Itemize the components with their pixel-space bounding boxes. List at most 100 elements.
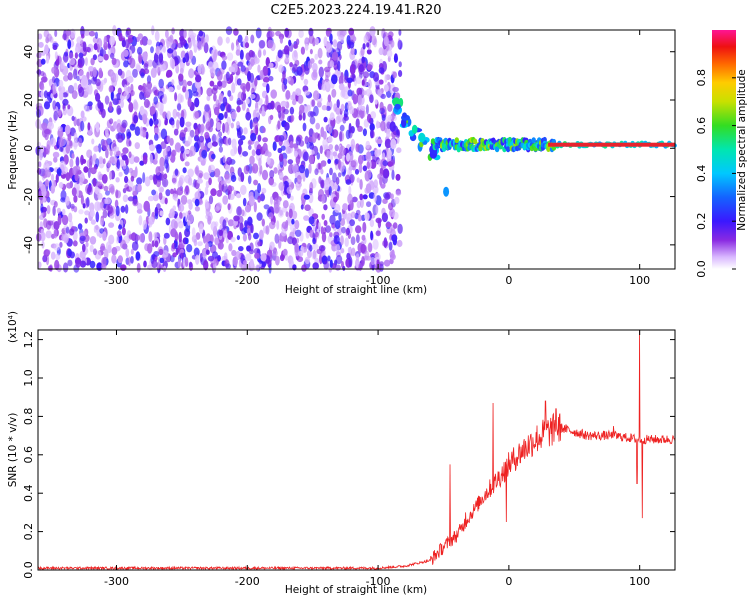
spectrogram-noise-cell bbox=[331, 129, 339, 138]
spectrogram-noise-cell bbox=[124, 204, 129, 214]
spectrogram-noise-cell bbox=[377, 89, 382, 97]
spectrogram-noise-cell bbox=[365, 140, 371, 150]
spectrogram-noise-cell bbox=[322, 131, 327, 140]
spectrogram-noise-cell bbox=[139, 91, 144, 100]
spectrogram-noise-cell bbox=[202, 248, 208, 260]
spectrogram-noise-cell bbox=[349, 63, 356, 75]
spectrogram-noise-cell bbox=[384, 138, 392, 149]
spectrogram-noise-cell bbox=[89, 236, 97, 245]
spectrogram-y-tick-label: -20 bbox=[22, 188, 35, 206]
spectrogram-noise-cell bbox=[134, 142, 140, 150]
spectrogram-noise-cell bbox=[253, 179, 259, 186]
spectrogram-noise-cell bbox=[125, 27, 132, 36]
spectrogram-noise-cell bbox=[179, 242, 185, 249]
spectrogram-noise-cell bbox=[226, 52, 234, 61]
spectrogram-noise-cell bbox=[299, 104, 305, 114]
spectrogram-noise-cell bbox=[105, 190, 110, 196]
spectrogram-noise-cell bbox=[231, 111, 237, 120]
spectrogram-noise-cell bbox=[186, 244, 193, 253]
spectrogram-noise-cell bbox=[169, 208, 175, 219]
spectrogram-noise-cell bbox=[93, 145, 99, 153]
spectrogram-noise-cell bbox=[188, 261, 193, 268]
spectrogram-noise-cell bbox=[204, 112, 210, 122]
spectrogram-noise-cell bbox=[165, 146, 171, 152]
spectrogram-noise-cell bbox=[275, 134, 281, 142]
spectrogram-noise-cell bbox=[122, 147, 129, 154]
spectrogram-noise-cell bbox=[154, 30, 160, 42]
spectrogram-noise-cell bbox=[153, 127, 160, 134]
spectrogram-noise-cell bbox=[217, 50, 222, 57]
spectrogram-noise-cell bbox=[212, 84, 219, 91]
spectrogram-noise-cell bbox=[143, 260, 147, 268]
spectrogram-noise-cell bbox=[81, 75, 88, 86]
spectrogram-noise-cell bbox=[194, 191, 201, 200]
spectrogram-noise-cell bbox=[355, 258, 360, 269]
spectrogram-noise-cell bbox=[240, 135, 246, 141]
spectrogram-noise-cell bbox=[143, 63, 149, 70]
spectrogram-noise-cell bbox=[248, 195, 255, 207]
spectrogram-noise-cell bbox=[227, 219, 235, 227]
spectrogram-noise-cell bbox=[339, 124, 345, 132]
spectrogram-noise-cell bbox=[390, 193, 394, 200]
spectrogram-noise-cell bbox=[97, 192, 103, 200]
spectrogram-noise-cell bbox=[59, 146, 64, 152]
spectrogram-noise-cell bbox=[74, 172, 79, 182]
spectrogram-noise-cell bbox=[120, 99, 124, 109]
spectrogram-noise-cell bbox=[139, 160, 145, 166]
spectrogram-noise-cell bbox=[52, 76, 56, 84]
spectrogram-noise-cell bbox=[248, 144, 252, 150]
spectrogram-noise-cell bbox=[314, 37, 319, 46]
spectrogram-noise-cell bbox=[355, 225, 362, 234]
spectrogram-noise-cell bbox=[391, 130, 397, 139]
spectrogram-noise-cell bbox=[154, 152, 158, 161]
spectrogram-noise-cell bbox=[367, 113, 372, 123]
spectrogram-noise-cell bbox=[287, 115, 292, 123]
spectrogram-noise-cell bbox=[90, 167, 97, 175]
spectrogram-noise-cell bbox=[295, 88, 302, 96]
spectrogram-noise-cell bbox=[204, 104, 210, 112]
spectrogram-noise-cell bbox=[235, 49, 241, 56]
spectrogram-noise-cell bbox=[54, 259, 60, 271]
spectrogram-noise-cell bbox=[136, 262, 141, 273]
spectrogram-noise-cell bbox=[179, 212, 183, 220]
spectrogram-noise-cell bbox=[185, 185, 189, 193]
spectrogram-noise-cell bbox=[225, 263, 231, 270]
spectrogram-noise-cell bbox=[120, 205, 126, 213]
spectrogram-noise-cell bbox=[390, 159, 395, 166]
spectrogram-noise-cell bbox=[213, 106, 220, 116]
spectrogram-noise-cell bbox=[35, 102, 43, 109]
spectrogram-noise-cell bbox=[378, 67, 385, 74]
spectrogram-noise-cell bbox=[73, 68, 78, 80]
spectrogram-noise-cell bbox=[120, 264, 127, 271]
spectrogram-noise-cell bbox=[340, 248, 345, 254]
spectrogram-noise-cell bbox=[216, 70, 223, 82]
spectrogram-noise-cell bbox=[165, 189, 171, 197]
spectrogram-noise-cell bbox=[189, 129, 195, 138]
spectrogram-noise-cell bbox=[278, 64, 284, 73]
spectrogram-noise-cell bbox=[225, 164, 231, 172]
spectrogram-noise-cell bbox=[177, 258, 181, 268]
spectrogram-noise-cell bbox=[188, 68, 195, 79]
spectrogram-noise-cell bbox=[191, 235, 197, 243]
spectrogram-noise-cell bbox=[362, 128, 367, 137]
spectrogram-noise-cell bbox=[103, 77, 108, 84]
spectrogram-noise-cell bbox=[133, 156, 140, 163]
spectrogram-noise-cell bbox=[127, 37, 133, 44]
spectrogram-noise-cell bbox=[285, 211, 289, 218]
spectrogram-noise-cell bbox=[249, 259, 254, 268]
spectrogram-noise-cell bbox=[153, 52, 159, 63]
spectrogram-noise-cell bbox=[100, 263, 107, 270]
spectrogram-noise-cell bbox=[158, 78, 164, 89]
spectrogram-noise-cell bbox=[250, 132, 257, 142]
spectrogram-noise-cell bbox=[53, 243, 60, 251]
spectrogram-noise-cell bbox=[379, 176, 383, 186]
spectrogram-noise-cell bbox=[170, 188, 174, 195]
spectrogram-noise-cell bbox=[91, 154, 96, 166]
spectrogram-noise-cell bbox=[323, 260, 330, 270]
spectrogram-noise-cell bbox=[101, 174, 108, 184]
spectrogram-noise-cell bbox=[203, 235, 207, 244]
spectrogram-noise-cell bbox=[329, 259, 333, 269]
spectrogram-noise-cell bbox=[249, 155, 255, 165]
spectrogram-noise-cell bbox=[51, 66, 57, 74]
colorbar-ticks: 0.0 0.2 0.4 0.6 0.8 bbox=[695, 69, 736, 278]
